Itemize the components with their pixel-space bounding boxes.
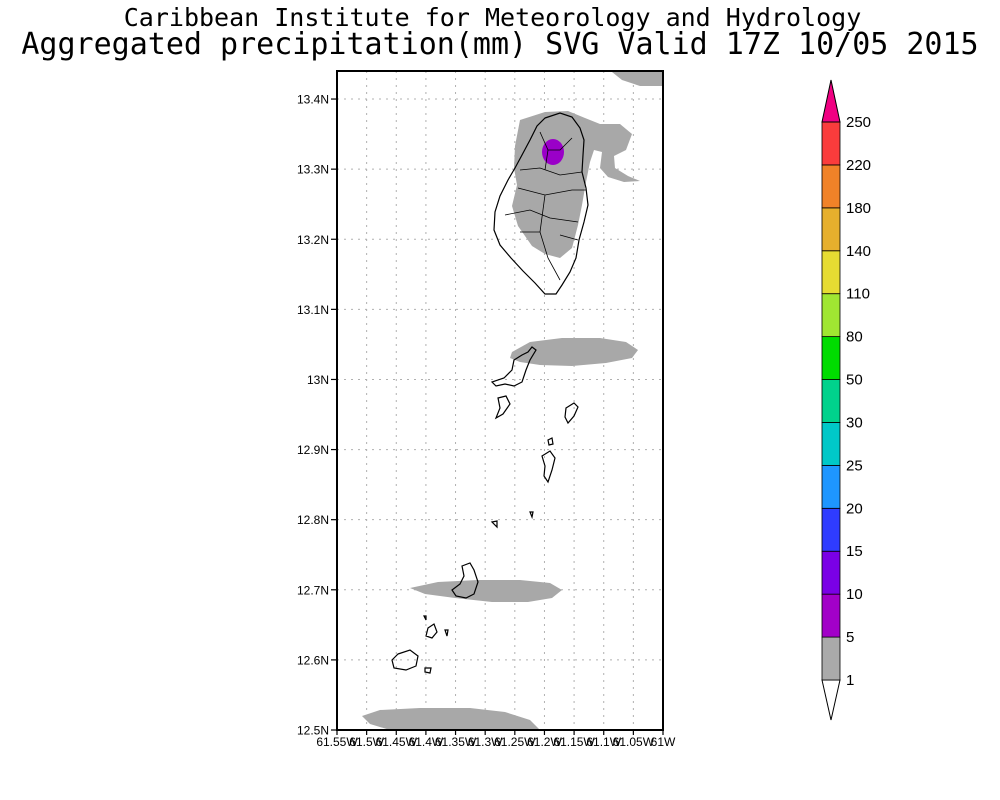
colorbar-level-label: 180 [846, 200, 871, 217]
rain-area-north [612, 72, 662, 86]
map-panel: 13.4N 13.3N 13.2N 13.1N 13N 12.9N 12.8N 12.7N 12… [297, 70, 676, 749]
lon-tick-label: 61.2W [527, 735, 562, 749]
colorbar-level-label: 25 [846, 457, 863, 474]
coastlines [391, 112, 589, 674]
island-carriacou [451, 562, 479, 599]
island-small-4 [444, 629, 449, 637]
lat-tick-label: 13N [307, 373, 329, 387]
lat-tick-label: 12.9N [297, 443, 329, 457]
island-mayreau [541, 450, 556, 484]
colorbar-segment [821, 379, 841, 423]
lat-tick-label: 12.7N [297, 583, 329, 597]
lat-tick-label: 12.8N [297, 513, 329, 527]
island-mustique [494, 395, 511, 420]
product-title: Aggregated precipitation(mm) SVG Valid 1… [21, 27, 979, 62]
institute-title: Caribbean Institute for Meteorology and … [123, 3, 862, 32]
colorbar-level-label: 50 [846, 372, 863, 389]
island-bequia [490, 346, 537, 387]
lat-tick-label: 13.2N [297, 233, 329, 247]
island-small-2 [490, 520, 498, 529]
rain-peak-purple [542, 139, 564, 165]
colorbar-level-label: 80 [846, 329, 863, 346]
lon-tick-label: 61.4W [409, 735, 444, 749]
lat-tick-label: 12.6N [297, 653, 329, 667]
colorbar-segment [821, 422, 841, 466]
colorbar-level-label: 140 [846, 243, 871, 260]
lon-tick-label: 61.3W [468, 735, 503, 749]
colorbar-upper-triangle [821, 79, 841, 123]
colorbar-level-label: 220 [846, 157, 871, 174]
island-small-3 [529, 511, 534, 520]
precipitation-field [362, 72, 662, 730]
colorbar-segment [821, 164, 841, 209]
colorbar-level-label: 30 [846, 414, 863, 431]
colorbar-lower-triangle [821, 679, 841, 721]
island-canouan [564, 402, 579, 425]
lon-tick-label: 61.25W [494, 735, 536, 749]
lat-tick-label: 12.5N [297, 724, 329, 738]
map-background [337, 71, 663, 730]
lon-tick-label: 61.15W [553, 735, 595, 749]
island-st-lucia [493, 112, 589, 295]
colorbar-segment [821, 636, 841, 681]
map-frame [336, 70, 664, 731]
colorbar-segment [821, 121, 841, 166]
colorbar-segment [821, 593, 841, 638]
lat-tick-label: 13.3N [297, 163, 329, 177]
colorbar-segment [821, 464, 841, 509]
lon-tick-label: 61.1W [586, 735, 621, 749]
lon-tick-label: 61W [651, 735, 676, 749]
colorbar-level-label: 5 [846, 629, 854, 646]
colorbar-level-label: 250 [846, 114, 871, 131]
island-small-1 [547, 437, 554, 446]
lon-tick-label: 61.05W [613, 735, 655, 749]
rain-area-union [410, 580, 562, 602]
island-small-5 [423, 615, 427, 621]
colorbar-level-label: 1 [846, 672, 854, 689]
lon-tick-label: 61.55W [316, 735, 358, 749]
latitude-axis: 13.4N 13.3N 13.2N 13.1N 13N 12.9N 12.8N 12.7N 12… [297, 93, 337, 738]
rain-area-bequia [510, 338, 638, 366]
colorbar-segment [821, 293, 841, 338]
colorbar-level-label: 15 [846, 543, 863, 560]
colorbar-level-label: 10 [846, 586, 863, 603]
district-boundaries [504, 131, 586, 281]
colorbar-level-label: 20 [846, 500, 863, 517]
colorbar-segment [821, 507, 841, 552]
colorbar-segment [821, 250, 841, 295]
island-small-6 [424, 667, 432, 674]
colorbar-segment [821, 336, 841, 380]
lat-tick-label: 13.1N [297, 303, 329, 317]
rain-area-south [362, 708, 540, 730]
colorbar-segment [821, 550, 841, 595]
map-gridlines [337, 71, 663, 730]
lon-tick-label: 61.5W [349, 735, 384, 749]
lon-tick-label: 61.45W [376, 735, 418, 749]
lon-tick-label: 61.35W [435, 735, 477, 749]
colorbar-level-label: 110 [846, 286, 870, 303]
island-ronde [425, 623, 438, 639]
lat-tick-label: 13.4N [297, 93, 329, 107]
longitude-axis: 61.55W61.5W61.45W61.4W61.35W61.3W61.25W6… [316, 730, 676, 749]
colorbar-segment [821, 207, 841, 252]
island-grenada-north [391, 649, 419, 671]
